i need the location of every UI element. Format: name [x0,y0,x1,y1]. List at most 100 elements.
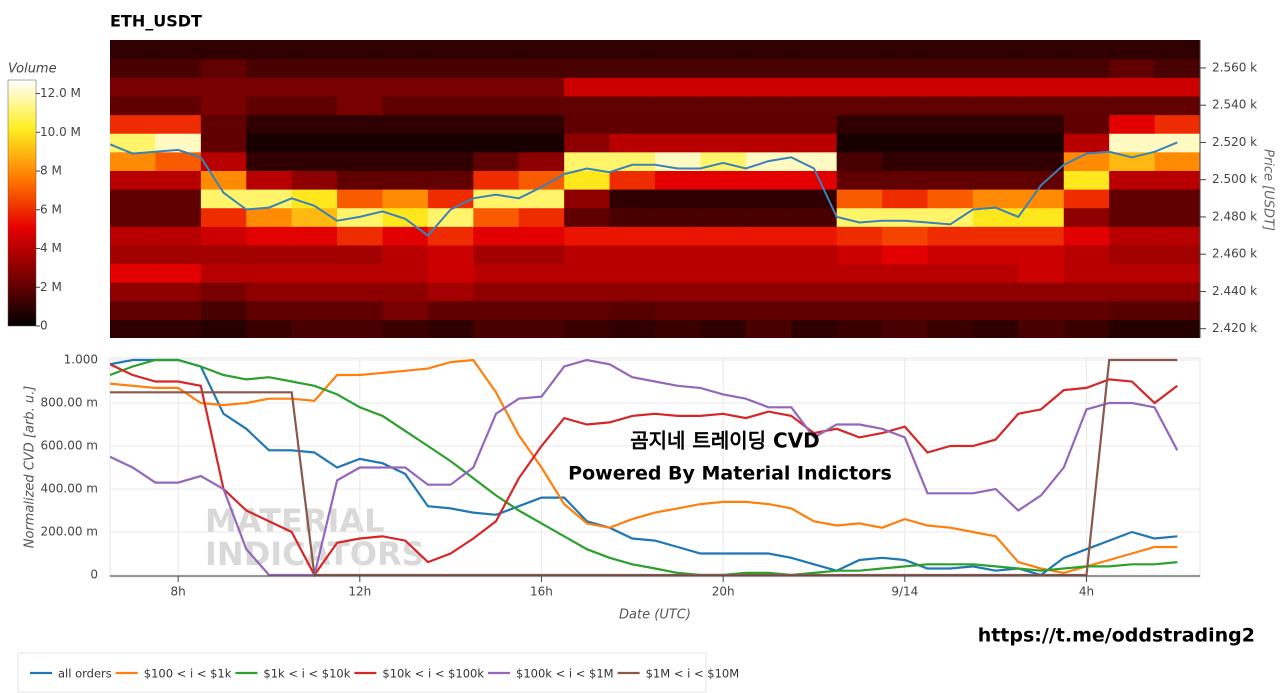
heat-cell [291,77,338,97]
heat-cell [518,58,565,78]
heat-cell [110,95,157,116]
colorbar-tick-label: 2 M [40,280,62,294]
heat-cell [1154,226,1200,246]
heat-cell [110,133,157,153]
heat-cell [518,95,565,116]
heat-cell [791,77,838,97]
heat-cell [745,226,792,246]
x-tick-label: 16h [530,585,553,599]
heat-cell [110,189,157,209]
heat-cell [1154,263,1200,283]
heat-cell [291,40,338,60]
heat-cell [155,189,202,209]
heat-cell [246,300,293,320]
heat-cell [745,189,792,209]
heat-cell [337,40,384,60]
heat-cell [655,170,702,190]
colorbar-tick-label: 12.0 M [40,86,81,100]
x-tick-label: 9/14 [891,585,918,599]
heat-cell [655,133,702,153]
heat-cell [246,263,293,283]
heat-cell [200,300,247,320]
heat-cell [836,95,883,116]
heat-cell [337,244,384,265]
heat-cell [518,300,565,320]
heat-cell [427,226,474,246]
heat-cell [1018,114,1065,134]
heat-cell [972,170,1019,190]
heat-cell [882,207,929,227]
heat-cell [700,77,747,97]
cvd-lines [110,358,1179,577]
heat-cell [564,114,611,134]
heat-cell [655,40,702,60]
heat-cell [337,300,384,320]
heat-cell [427,170,474,190]
heat-cell [200,263,247,283]
heat-cell [473,40,520,60]
y-tick-label: 800.00 m [41,396,99,410]
colorbar-tick-label: 10.0 M [40,125,81,139]
heat-cell [291,319,338,338]
y-tick-label: 1.000 [64,353,98,367]
heat-cell [291,151,338,171]
heat-cell [155,95,202,116]
heat-cell [337,77,384,97]
heat-cell [473,58,520,78]
x-tick-label: 20h [712,585,735,599]
heat-cell [972,189,1019,209]
legend: all orders $100 < i < $1k $1k < i < $10k $1… [30,667,739,681]
heat-cell [836,151,883,171]
heat-cell [473,77,520,97]
legend-label: $1M < i < $10M [646,667,740,681]
y-tick-label: 2.520 k [1212,135,1257,149]
heat-cell [609,133,656,153]
heatmap [110,40,1200,338]
heat-cell [427,189,474,209]
heat-cell [564,319,611,338]
heat-cell [1063,40,1110,60]
heat-cell [1109,282,1156,302]
heat-cell [246,319,293,338]
footer-link[interactable]: https://t.me/oddstrading2 [978,625,1255,647]
colorbar-title: Volume [8,62,57,77]
heat-cell [564,207,611,227]
heat-cell [337,319,384,338]
heat-cell [382,151,429,171]
heat-cell [1154,151,1200,171]
heat-cell [700,282,747,302]
heat-cell [155,282,202,302]
heat-cell [427,114,474,134]
heat-cell [836,170,883,190]
heat-cell [791,226,838,246]
heat-cell [836,282,883,302]
heat-cell [337,170,384,190]
heat-cell [609,226,656,246]
heat-cell [609,282,656,302]
heat-cell [518,189,565,209]
heat-cell [972,133,1019,153]
heat-cell [1018,170,1065,190]
cvd-line [110,358,1178,577]
heat-cell [291,58,338,78]
heat-cell [382,95,429,116]
heat-cell [1063,300,1110,320]
heat-cell [791,282,838,302]
heat-cell [291,244,338,265]
heat-cell [291,170,338,190]
heat-cell [882,133,929,153]
heat-cell [518,226,565,246]
heat-cell [655,226,702,246]
heat-cell [927,189,974,209]
heat-cell [110,40,157,60]
heat-cell [927,114,974,134]
heat-cell [564,133,611,153]
heat-cell [382,300,429,320]
heat-cell [110,319,157,338]
heat-cell [927,95,974,116]
heat-cell [700,133,747,153]
heat-cell [836,189,883,209]
legend-label: $100 < i < $1k [144,667,232,681]
heat-cell [700,189,747,209]
heat-cell [655,95,702,116]
